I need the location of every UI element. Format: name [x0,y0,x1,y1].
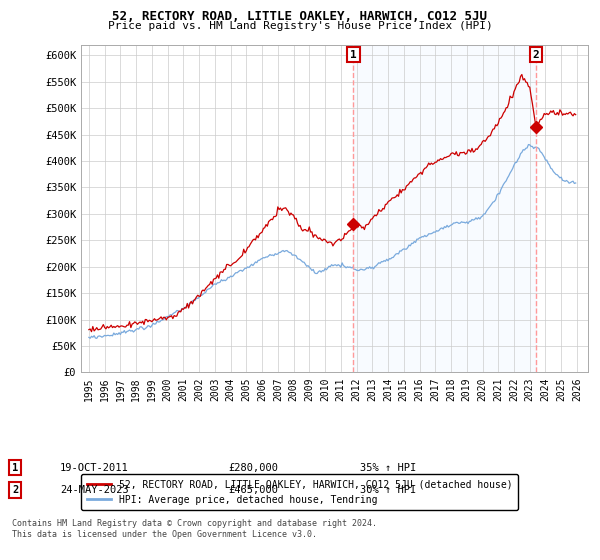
Text: 2: 2 [533,50,539,59]
Text: £465,000: £465,000 [228,485,278,495]
Text: 1: 1 [12,463,18,473]
Text: 52, RECTORY ROAD, LITTLE OAKLEY, HARWICH, CO12 5JU: 52, RECTORY ROAD, LITTLE OAKLEY, HARWICH… [113,10,487,23]
Text: Contains HM Land Registry data © Crown copyright and database right 2024.
This d: Contains HM Land Registry data © Crown c… [12,520,377,539]
Text: £280,000: £280,000 [228,463,278,473]
Legend: 52, RECTORY ROAD, LITTLE OAKLEY, HARWICH, CO12 5JU (detached house), HPI: Averag: 52, RECTORY ROAD, LITTLE OAKLEY, HARWICH… [81,474,518,510]
Bar [353,45,536,372]
Text: 35% ↑ HPI: 35% ↑ HPI [360,463,416,473]
Text: 24-MAY-2023: 24-MAY-2023 [60,485,129,495]
Text: Price paid vs. HM Land Registry's House Price Index (HPI): Price paid vs. HM Land Registry's House … [107,21,493,31]
Text: 2: 2 [12,485,18,495]
Text: 19-OCT-2011: 19-OCT-2011 [60,463,129,473]
Text: 30% ↑ HPI: 30% ↑ HPI [360,485,416,495]
Text: 1: 1 [350,50,357,59]
